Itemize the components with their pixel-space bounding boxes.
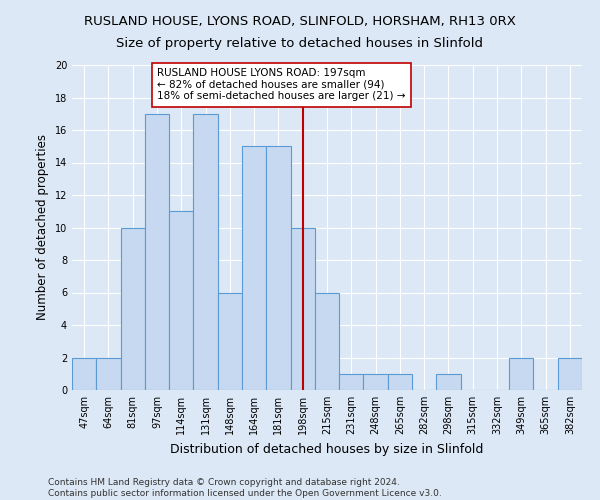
Bar: [72, 358, 96, 390]
Bar: [315, 292, 339, 390]
Text: Contains HM Land Registry data © Crown copyright and database right 2024.
Contai: Contains HM Land Registry data © Crown c…: [48, 478, 442, 498]
Bar: [364, 374, 388, 390]
Bar: [388, 374, 412, 390]
Y-axis label: Number of detached properties: Number of detached properties: [36, 134, 49, 320]
Text: RUSLAND HOUSE LYONS ROAD: 197sqm
← 82% of detached houses are smaller (94)
18% o: RUSLAND HOUSE LYONS ROAD: 197sqm ← 82% o…: [157, 68, 406, 102]
Bar: [218, 292, 242, 390]
Bar: [145, 114, 169, 390]
Bar: [266, 146, 290, 390]
Bar: [290, 228, 315, 390]
Bar: [339, 374, 364, 390]
Bar: [436, 374, 461, 390]
Bar: [169, 211, 193, 390]
Bar: [121, 228, 145, 390]
Bar: [509, 358, 533, 390]
Text: Size of property relative to detached houses in Slinfold: Size of property relative to detached ho…: [116, 38, 484, 51]
Bar: [193, 114, 218, 390]
Bar: [242, 146, 266, 390]
Bar: [558, 358, 582, 390]
X-axis label: Distribution of detached houses by size in Slinfold: Distribution of detached houses by size …: [170, 442, 484, 456]
Bar: [96, 358, 121, 390]
Text: RUSLAND HOUSE, LYONS ROAD, SLINFOLD, HORSHAM, RH13 0RX: RUSLAND HOUSE, LYONS ROAD, SLINFOLD, HOR…: [84, 15, 516, 28]
